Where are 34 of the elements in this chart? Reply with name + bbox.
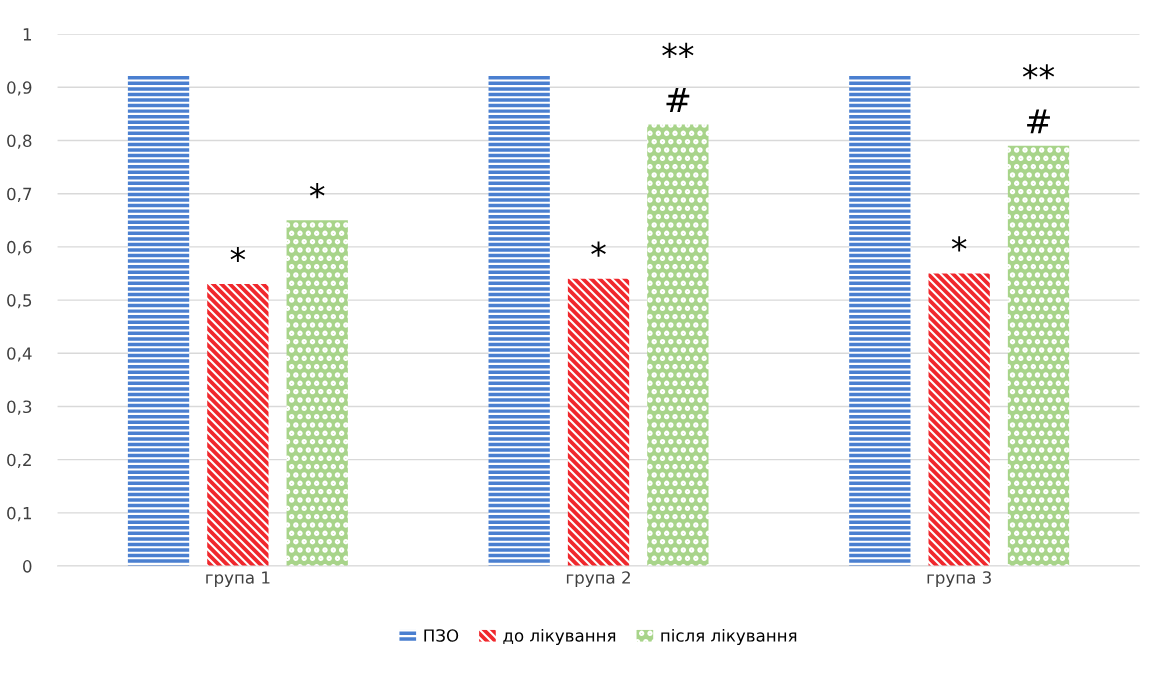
y-tick-label: 0,3	[7, 400, 32, 415]
y-tick-label: 1	[23, 28, 32, 41]
y-tick-label: 0	[23, 560, 32, 573]
bar	[207, 284, 269, 567]
annotation: #	[1027, 109, 1050, 134]
bar	[127, 74, 190, 567]
y-tick-label: 0,7	[7, 187, 32, 202]
legend-label: після лікування	[661, 628, 797, 646]
bar	[849, 74, 911, 567]
annotation: #	[666, 88, 690, 113]
annotation: **	[1022, 64, 1055, 80]
y-tick-label: 0,1	[7, 506, 32, 522]
y-tick-label: 0,6	[7, 240, 32, 256]
annotation: **	[662, 42, 694, 59]
annotation: *	[230, 246, 246, 263]
x-tick-label: група 3	[927, 571, 991, 588]
bar	[567, 278, 630, 567]
y-tick-label: 0,4	[7, 347, 32, 362]
y-tick-label: 0,5	[7, 294, 32, 309]
legend-label: ПЗО	[424, 629, 459, 642]
bar	[286, 220, 348, 567]
legend-label: до лікування	[503, 628, 616, 646]
annotation: *	[591, 241, 606, 257]
bar	[928, 273, 990, 567]
annotation: *	[309, 183, 325, 199]
y-tick-label: 0,2	[7, 453, 31, 468]
y-tick-label: 0,8	[7, 134, 32, 149]
x-tick-label: група 2	[566, 571, 630, 588]
bar	[1007, 145, 1070, 567]
x-tick-label: група 1	[206, 571, 270, 588]
bar	[488, 74, 550, 567]
annotation: *	[951, 236, 967, 252]
bar	[647, 124, 709, 567]
y-tick-label: 0,9	[7, 81, 32, 96]
